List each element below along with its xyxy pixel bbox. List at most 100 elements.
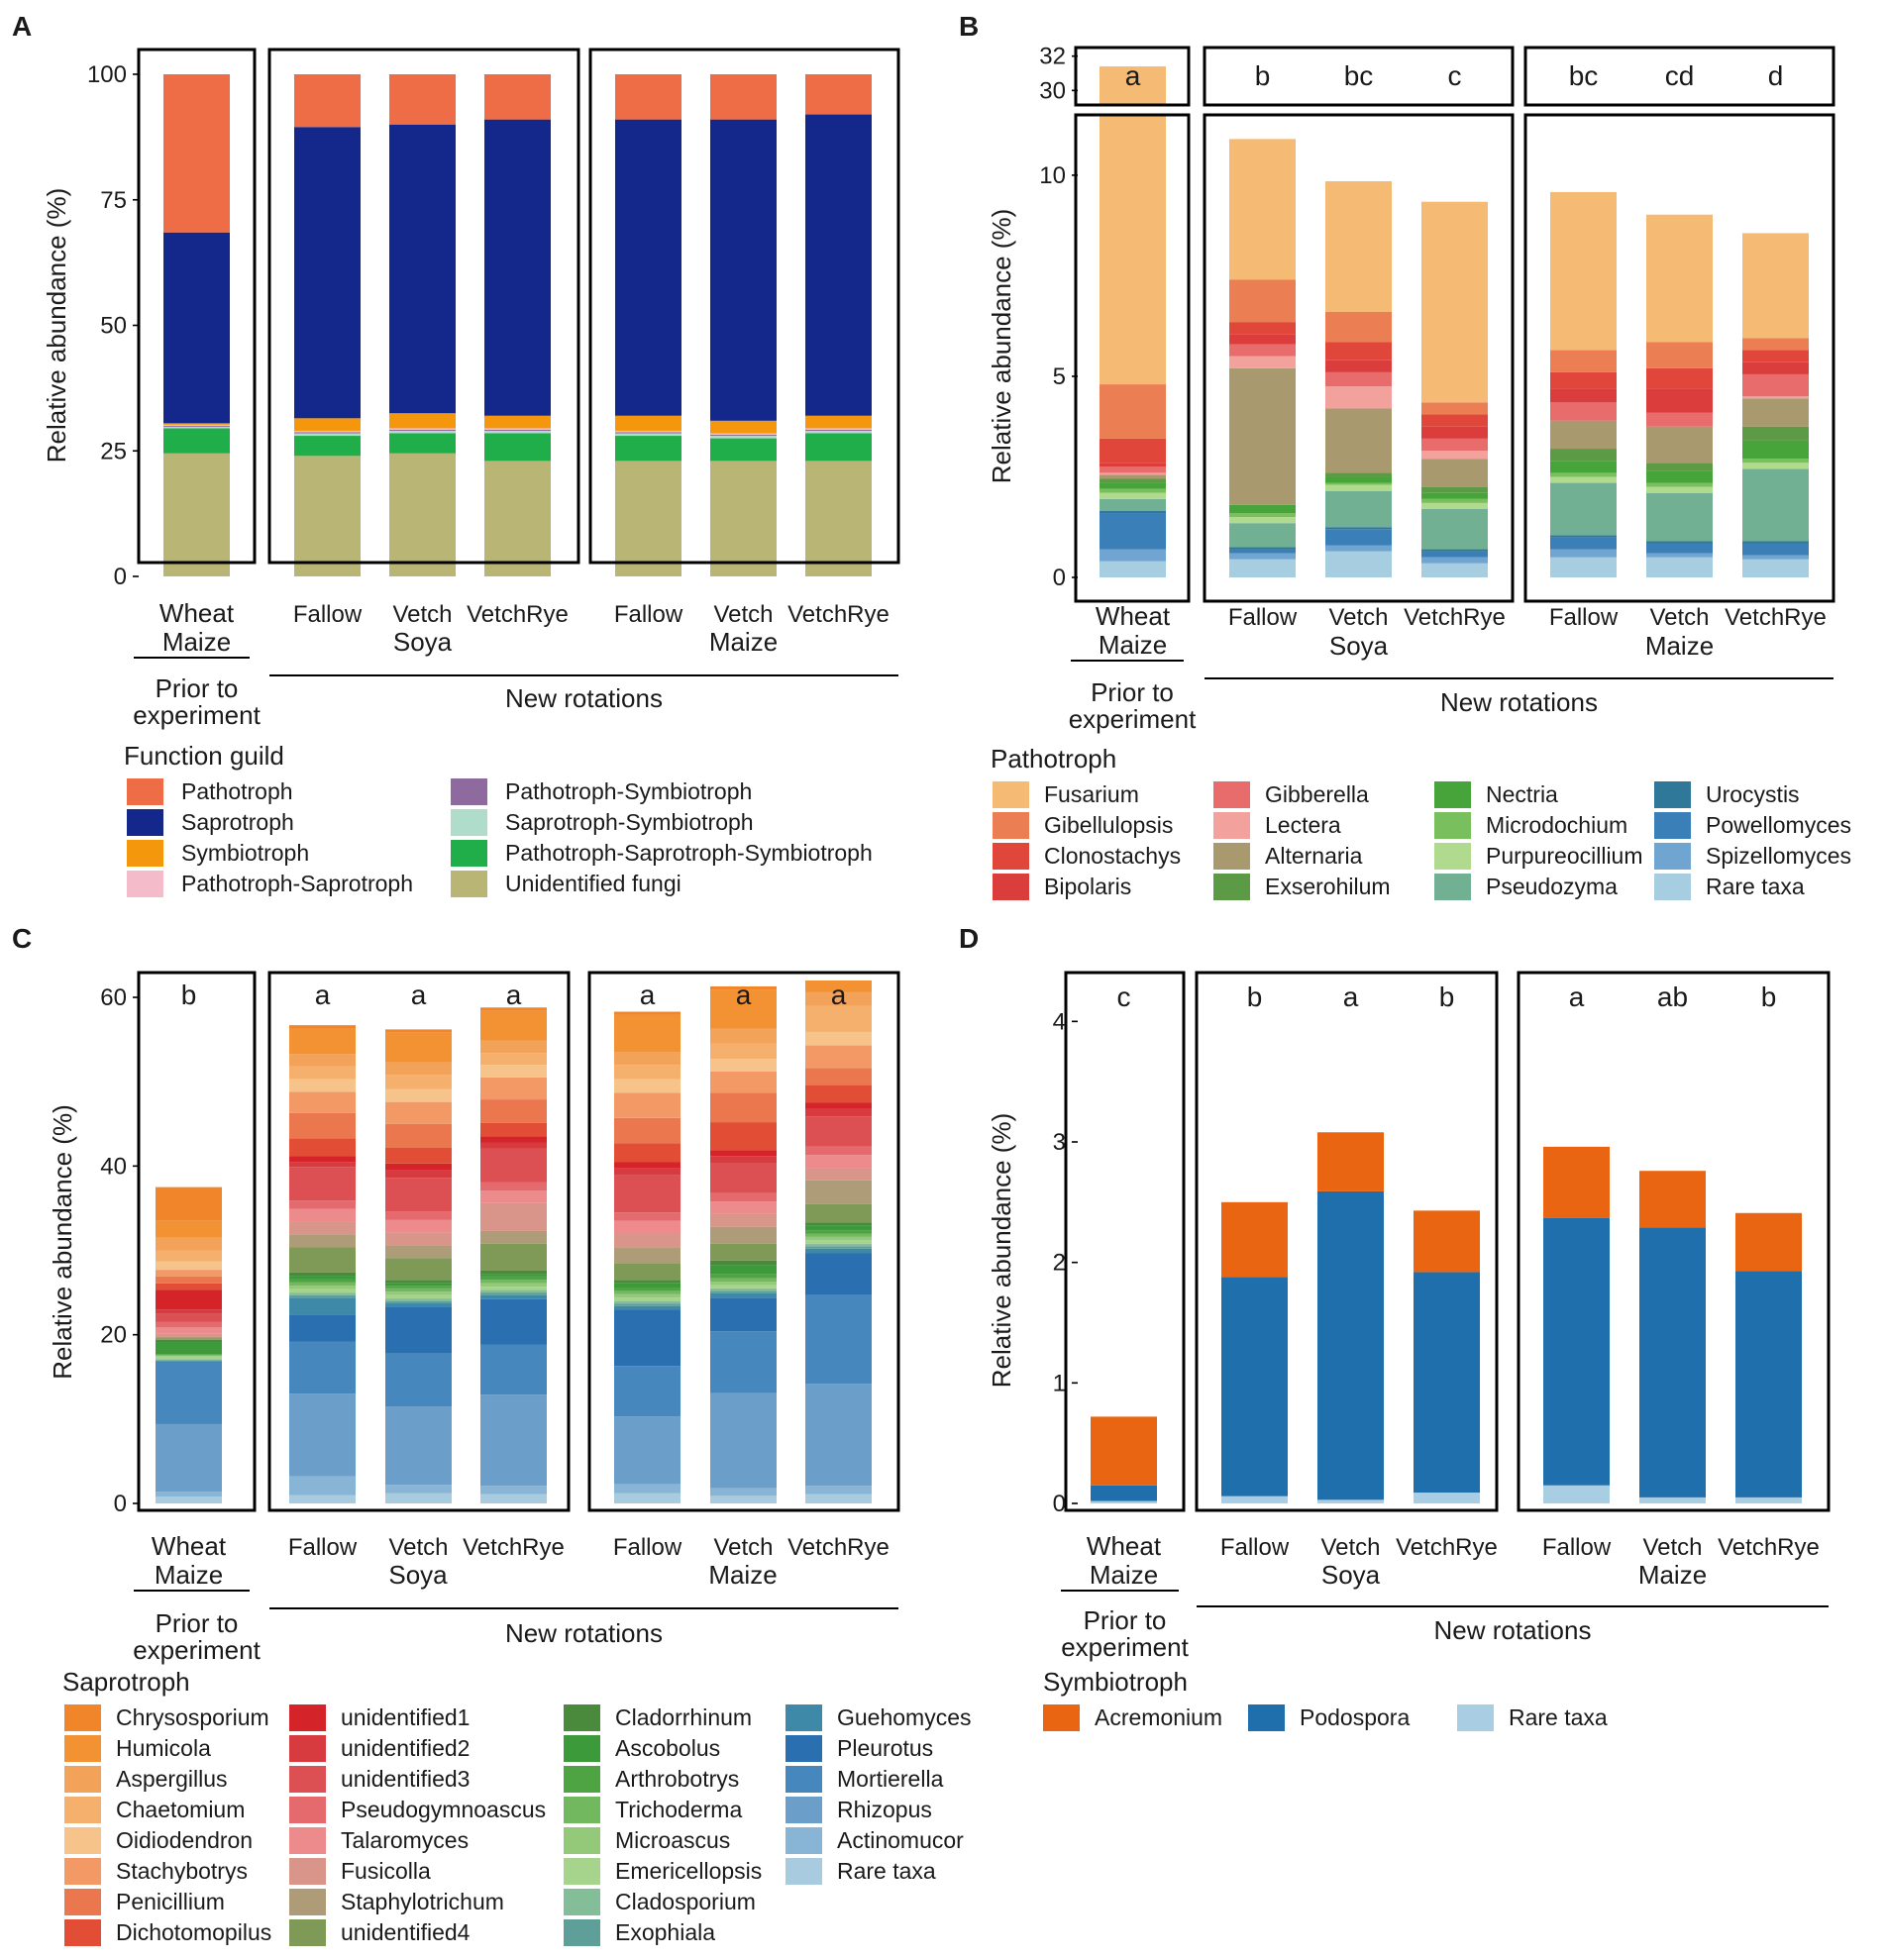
bar-segment-exophiala bbox=[614, 1303, 681, 1306]
legend-swatch bbox=[564, 1919, 600, 1946]
bar-segment-bipolaris bbox=[1100, 463, 1166, 467]
bar-segment-cladosporium bbox=[805, 1243, 872, 1247]
legend-label: unidentified3 bbox=[341, 1766, 470, 1792]
bar-segment-unidentified1 bbox=[289, 1156, 356, 1163]
legend-label: Unidentified fungi bbox=[505, 871, 681, 896]
legend-label: Fusarium bbox=[1044, 781, 1139, 807]
bar-segment-unidentified2 bbox=[156, 1309, 222, 1314]
bar-segment-exophiala bbox=[156, 1360, 222, 1362]
bar-segment-pathotroph-saprotroph-symbiotroph bbox=[710, 438, 777, 462]
legend-label: Saprotroph bbox=[181, 809, 294, 835]
bar-segment-ascobolus bbox=[289, 1276, 356, 1280]
legend-swatch bbox=[993, 812, 1029, 839]
bar-segment-guehomyces bbox=[805, 1248, 872, 1254]
bar-segment-humicola bbox=[480, 1010, 547, 1041]
x-tick-label: Fallow bbox=[614, 601, 683, 628]
bar-segment-saprotroph bbox=[710, 119, 777, 421]
bar-segment-pseudozyma bbox=[1229, 523, 1296, 548]
bar-segment-saprotroph-symbiotroph bbox=[805, 430, 872, 434]
legend-label: Pseudogymnoascus bbox=[341, 1797, 546, 1822]
legend-label: Oidiodendron bbox=[116, 1827, 253, 1853]
bar-segment-talaromyces bbox=[710, 1201, 777, 1214]
legend-swatch bbox=[64, 1797, 101, 1823]
bar-segment-unidentified-fungi bbox=[615, 461, 681, 576]
bar-segment-purpureocillium bbox=[1550, 476, 1617, 483]
facet-box bbox=[1195, 971, 1499, 1512]
bar-segment-rare-taxa bbox=[1735, 1496, 1802, 1503]
bar-segment-aspergillus bbox=[710, 1028, 777, 1044]
y-tick-label: 60 bbox=[100, 984, 127, 1011]
bar-segment-emericellopsis bbox=[614, 1297, 681, 1301]
bar-segment-spizellomyces bbox=[1421, 557, 1488, 564]
legend-swatch bbox=[564, 1858, 600, 1885]
bar-segment-stachybotrys bbox=[385, 1101, 452, 1124]
legend-label: Cladorrhinum bbox=[615, 1704, 752, 1730]
x-group-label: Maize bbox=[1645, 631, 1714, 661]
x-tick-label: Vetch bbox=[388, 1534, 448, 1561]
bar-segment-rhizopus bbox=[710, 1393, 777, 1489]
facet-box bbox=[1074, 113, 1191, 603]
bar-segment-pleurotus bbox=[385, 1306, 452, 1354]
bar-segment-cladosporium bbox=[156, 1359, 222, 1361]
bar-segment-rhizopus bbox=[385, 1406, 452, 1486]
bar-segment-chaetomium bbox=[805, 1005, 872, 1032]
bar-segment-penicillium bbox=[480, 1099, 547, 1123]
bar-segment-chrysosporium bbox=[289, 1025, 356, 1029]
bar-segment-pathotroph-saprotroph-symbiotroph bbox=[615, 436, 681, 462]
bar-segment-saprotroph-symbiotroph bbox=[163, 426, 230, 429]
x-tick-label: VetchRye bbox=[787, 1534, 890, 1561]
bar-segment-pseudogymnoascus bbox=[614, 1212, 681, 1221]
bar-segment-fusarium bbox=[1100, 115, 1166, 385]
bar-segment-pathotroph-saprotroph bbox=[710, 433, 777, 436]
legend-label: Microdochium bbox=[1486, 812, 1627, 838]
bar-segment-guehomyces bbox=[289, 1297, 356, 1315]
bar-segment-penicillium bbox=[710, 1092, 777, 1123]
legend-label: Gibellulopsis bbox=[1044, 812, 1173, 838]
bar-segment-cladorrhinum bbox=[805, 1222, 872, 1226]
bar-segment-exserohilum bbox=[1421, 486, 1488, 493]
legend-label: Chrysosporium bbox=[116, 1704, 269, 1730]
legend-swatch bbox=[1213, 874, 1250, 900]
y-tick-label: 5 bbox=[1053, 363, 1066, 390]
bar-segment-cladosporium bbox=[385, 1298, 452, 1301]
bar-segment-powellomyces bbox=[1229, 549, 1296, 554]
bar-segment-exserohilum bbox=[1100, 478, 1166, 483]
bar-segment-microdochium bbox=[1325, 482, 1392, 485]
facet-box bbox=[1203, 113, 1515, 603]
bar-segment-mortierella bbox=[805, 1294, 872, 1385]
bar-segment-unidentified2 bbox=[385, 1170, 452, 1179]
x-group-label: Soya bbox=[388, 1560, 448, 1590]
bar-segment-microdochium bbox=[1646, 482, 1713, 487]
bar-segment-gibellulopsis bbox=[1229, 279, 1296, 323]
y-tick-label: 2 bbox=[1053, 1250, 1066, 1277]
bar-segment-dichotomopilus bbox=[614, 1143, 681, 1163]
bar-segment-exophiala bbox=[805, 1246, 872, 1249]
legend-title: Saprotroph bbox=[62, 1667, 190, 1697]
bar-segment-powellomyces bbox=[1325, 529, 1392, 546]
legend-swatch bbox=[127, 871, 163, 897]
x-tick-label: Vetch bbox=[713, 1534, 773, 1561]
bar-segment-emericellopsis bbox=[805, 1240, 872, 1244]
legend-label: Clonostachys bbox=[1044, 843, 1181, 869]
bar-segment-podospora bbox=[1221, 1277, 1288, 1496]
bar-segment-clonostachys bbox=[1550, 371, 1617, 389]
bar-segment-cladorrhinum bbox=[480, 1270, 547, 1275]
legend-swatch bbox=[289, 1735, 326, 1762]
significance-letter: cd bbox=[1665, 60, 1695, 91]
bar-segment-unidentified3 bbox=[480, 1148, 547, 1183]
bar-segment-pathotroph bbox=[805, 74, 872, 115]
legend-title: Pathotroph bbox=[991, 744, 1116, 774]
bar-segment-ascobolus bbox=[156, 1341, 222, 1355]
bar-segment-trichoderma bbox=[385, 1288, 452, 1292]
bar-segment-gibberella bbox=[1421, 438, 1488, 452]
legend-swatch bbox=[1434, 781, 1471, 808]
bar-segment-trichoderma bbox=[480, 1280, 547, 1284]
bar-segment-saprotroph-symbiotroph bbox=[294, 433, 361, 437]
bar-segment-saprotroph-symbiotroph bbox=[484, 430, 551, 434]
legend-label: Dichotomopilus bbox=[116, 1919, 271, 1945]
bar-segment-acremonium bbox=[1414, 1210, 1480, 1273]
facet-box-upper bbox=[1203, 46, 1515, 107]
legend-swatch bbox=[564, 1766, 600, 1793]
bar-segment-acremonium bbox=[1735, 1212, 1802, 1272]
facet-box bbox=[1523, 113, 1835, 603]
